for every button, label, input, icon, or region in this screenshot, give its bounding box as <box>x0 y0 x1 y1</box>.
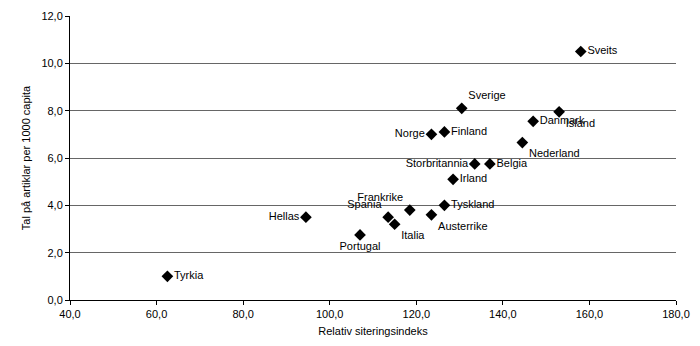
svg-text:Sveits: Sveits <box>587 44 617 56</box>
svg-text:Norge: Norge <box>395 127 425 139</box>
svg-text:0,0: 0,0 <box>48 294 63 306</box>
svg-text:Italia: Italia <box>401 229 425 241</box>
svg-text:Storbritannia: Storbritannia <box>406 157 469 169</box>
svg-text:Spania: Spania <box>347 198 382 210</box>
svg-text:Tyskland: Tyskland <box>451 198 494 210</box>
svg-text:2,0: 2,0 <box>48 247 63 259</box>
svg-text:Island: Island <box>566 117 595 129</box>
svg-text:Danmark: Danmark <box>540 114 585 126</box>
svg-text:160,0: 160,0 <box>576 308 604 320</box>
svg-text:Finland: Finland <box>451 125 487 137</box>
svg-text:180,0: 180,0 <box>662 308 690 320</box>
svg-text:4,0: 4,0 <box>48 199 63 211</box>
svg-text:Irland: Irland <box>460 172 488 184</box>
svg-text:10,0: 10,0 <box>41 57 62 69</box>
svg-text:6,0: 6,0 <box>48 152 63 164</box>
svg-text:Tal på artiklar per 1000 capit: Tal på artiklar per 1000 capita <box>20 85 32 230</box>
svg-text:40,0: 40,0 <box>59 308 80 320</box>
svg-text:100,0: 100,0 <box>316 308 344 320</box>
svg-text:8,0: 8,0 <box>48 105 63 117</box>
svg-text:Belgia: Belgia <box>496 157 527 169</box>
svg-text:Hellas: Hellas <box>269 210 300 222</box>
svg-text:80,0: 80,0 <box>232 308 253 320</box>
svg-text:Tyrkia: Tyrkia <box>174 269 204 281</box>
svg-text:Frankrike: Frankrike <box>357 191 403 203</box>
svg-text:60,0: 60,0 <box>146 308 167 320</box>
svg-text:12,0: 12,0 <box>41 10 62 22</box>
svg-text:Portugal: Portugal <box>340 240 381 252</box>
svg-text:Nederland: Nederland <box>529 147 580 159</box>
svg-text:140,0: 140,0 <box>489 308 517 320</box>
svg-text:120,0: 120,0 <box>403 308 431 320</box>
svg-text:Relativ siteringsindeks: Relativ siteringsindeks <box>318 325 428 337</box>
svg-text:Austerrike: Austerrike <box>438 220 488 232</box>
svg-text:Sverige: Sverige <box>468 89 505 101</box>
